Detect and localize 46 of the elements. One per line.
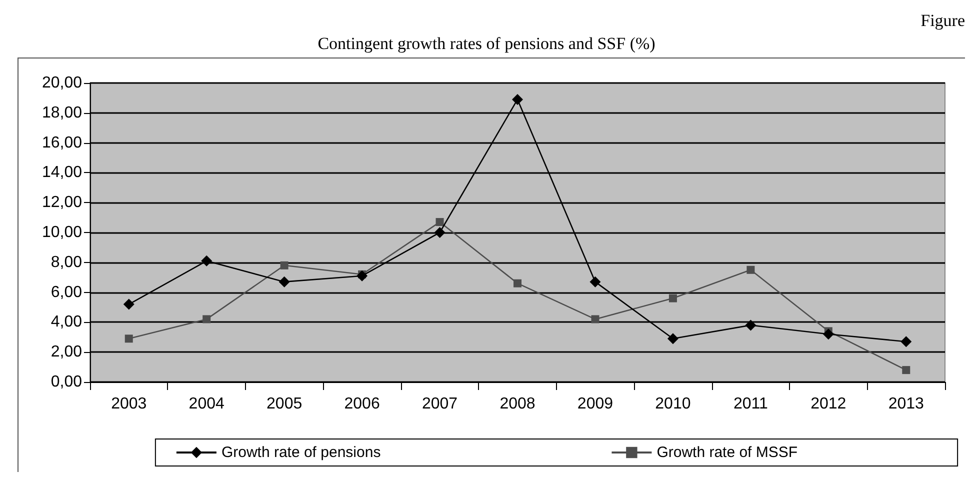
x-tick-label: 2012 bbox=[810, 396, 846, 412]
x-tick-label: 2005 bbox=[266, 396, 302, 412]
point bbox=[356, 270, 368, 282]
x-tick-label: 2009 bbox=[577, 396, 614, 412]
x-tick-label: 2007 bbox=[422, 396, 458, 412]
point bbox=[202, 315, 211, 324]
y-tick-label: 18,00 bbox=[42, 104, 82, 122]
legend-label: Growth rate of MSSF bbox=[656, 444, 798, 461]
text: Figure bbox=[920, 11, 966, 30]
x-tick-label: 2006 bbox=[344, 396, 380, 412]
point bbox=[668, 294, 677, 302]
point bbox=[201, 255, 212, 266]
point bbox=[278, 276, 290, 288]
y-tick-label: 14,00 bbox=[42, 164, 82, 182]
point bbox=[436, 218, 444, 226]
y-tick-label: 16,00 bbox=[42, 134, 82, 152]
point bbox=[591, 315, 600, 324]
point bbox=[822, 328, 834, 340]
point bbox=[123, 298, 134, 310]
x-tick-label: 2010 bbox=[655, 396, 691, 412]
point bbox=[124, 334, 133, 343]
point bbox=[746, 266, 755, 274]
y-tick-label: 10,00 bbox=[42, 224, 82, 241]
x-tick-label: 2004 bbox=[188, 396, 224, 412]
y-tick-label: 8,00 bbox=[50, 254, 82, 271]
x-tick-label: 2013 bbox=[888, 396, 924, 412]
point bbox=[512, 94, 523, 105]
chart-title: Contingent growth rates of pensions and SSF (%) bbox=[318, 34, 656, 53]
x-tick-label: 2011 bbox=[733, 396, 768, 412]
y-tick-label: 20,00 bbox=[42, 74, 82, 92]
y-tick-label: 4,00 bbox=[50, 314, 82, 331]
point bbox=[280, 261, 288, 270]
y-tick-label: 6,00 bbox=[50, 284, 82, 301]
x-tick-label: 2008 bbox=[500, 396, 536, 412]
point bbox=[667, 333, 678, 344]
y-tick-label: 12,00 bbox=[42, 194, 82, 212]
point bbox=[434, 227, 446, 238]
y-tick-label: 0,00 bbox=[50, 374, 82, 390]
x-tick-label: 2003 bbox=[111, 396, 147, 412]
point bbox=[590, 276, 601, 288]
point bbox=[900, 336, 912, 348]
legend-label: Growth rate of pensions bbox=[221, 444, 381, 461]
point bbox=[902, 366, 910, 374]
point bbox=[514, 279, 522, 288]
point bbox=[745, 320, 756, 331]
y-tick-label: 2,00 bbox=[50, 344, 82, 361]
